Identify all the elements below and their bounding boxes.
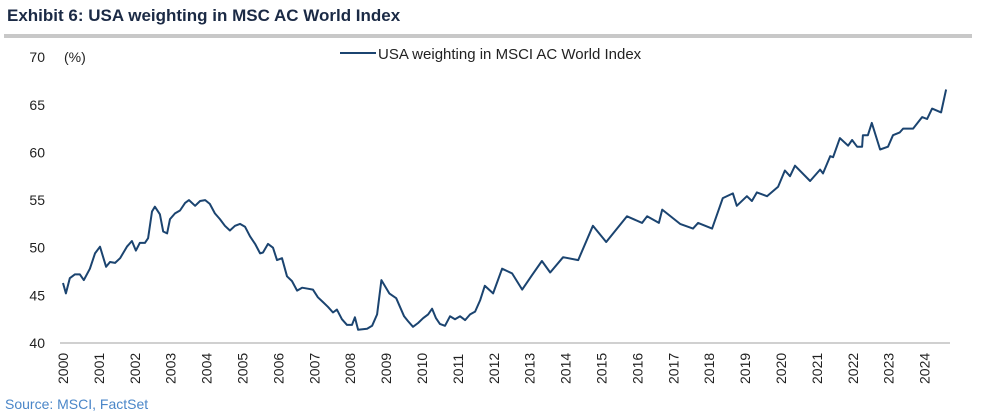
x-tick-label: 2013 xyxy=(522,353,538,384)
x-tick-label: 2001 xyxy=(91,353,107,384)
x-tick-label: 2009 xyxy=(378,353,394,384)
x-tick-label: 2024 xyxy=(917,353,933,384)
x-tick-label: 2023 xyxy=(881,353,897,384)
x-tick-label: 2007 xyxy=(306,353,322,384)
title-divider xyxy=(4,34,972,38)
y-tick-label: 40 xyxy=(29,335,45,351)
x-tick-label: 2021 xyxy=(809,353,825,384)
x-tick-label: 2019 xyxy=(737,353,753,384)
x-tick-label: 2015 xyxy=(594,353,610,384)
x-tick-label: 2010 xyxy=(414,353,430,384)
x-tick-label: 2000 xyxy=(55,353,71,384)
chart-title: Exhibit 6: USA weighting in MSC AC World… xyxy=(7,6,401,25)
x-tick-label: 2004 xyxy=(199,353,215,384)
y-tick-label: 55 xyxy=(29,192,45,208)
x-tick-label: 2018 xyxy=(701,353,717,384)
x-tick-label: 2011 xyxy=(450,354,466,384)
source-note: Source: MSCI, FactSet xyxy=(5,396,149,412)
x-tick-label: 2005 xyxy=(235,353,251,384)
y-tick-label: 50 xyxy=(29,240,45,256)
y-tick-label: 70 xyxy=(29,49,45,65)
y-tick-label: 65 xyxy=(29,97,45,113)
x-tick-label: 2008 xyxy=(342,353,358,384)
x-tick-label: 2017 xyxy=(665,353,681,384)
x-tick-label: 2016 xyxy=(629,353,645,384)
x-tick-label: 2022 xyxy=(845,353,861,384)
series-line-usa-weighting xyxy=(62,89,948,331)
x-tick-label: 2012 xyxy=(486,353,502,384)
y-tick-label: 45 xyxy=(29,287,45,303)
y-tick-label: 60 xyxy=(29,144,45,160)
legend-label: USA weighting in MSCI AC World Index xyxy=(378,46,642,63)
x-tick-label: 2002 xyxy=(127,353,143,384)
x-tick-label: 2006 xyxy=(270,353,286,384)
x-tick-label: 2020 xyxy=(773,353,789,384)
x-tick-label: 2003 xyxy=(163,353,179,384)
x-tick-label: 2014 xyxy=(558,353,574,384)
y-axis-unit-label: (%) xyxy=(64,49,86,65)
